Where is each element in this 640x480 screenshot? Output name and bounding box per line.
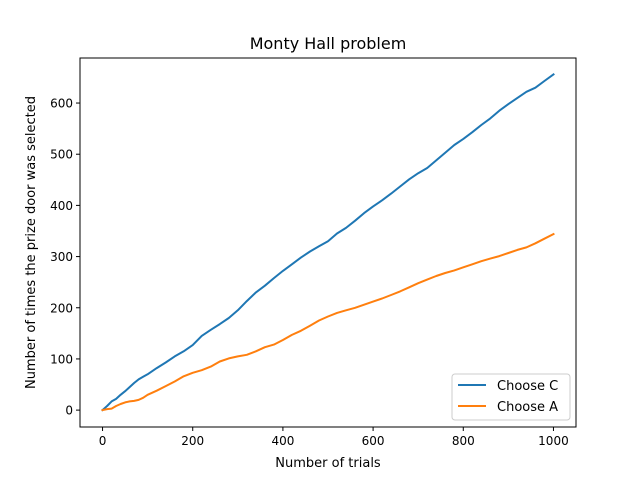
y-tick-label: 200: [50, 301, 73, 315]
x-axis-label: Number of trials: [275, 456, 381, 471]
legend-label-choose-a: Choose A: [497, 400, 558, 415]
y-tick-label: 600: [50, 97, 73, 111]
plot-frame: [79, 57, 577, 428]
legend-label-choose-c: Choose C: [497, 379, 558, 394]
y-axis-ticks: 0 100 200 300 400 500 600: [50, 97, 80, 418]
y-tick-label: 0: [65, 404, 73, 418]
series-line-choose-c: [101, 73, 555, 412]
y-tick-label: 100: [50, 352, 73, 366]
x-tick-label: 200: [181, 434, 204, 448]
series-line-choose-a: [101, 232, 555, 412]
y-axis-label: Number of times the prize door was selec…: [24, 96, 39, 389]
x-tick-label: 800: [452, 434, 475, 448]
legend: Choose C Choose A: [451, 373, 571, 421]
y-tick-label: 300: [50, 250, 73, 264]
x-tick-label: 1000: [538, 434, 569, 448]
x-tick-label: 0: [99, 434, 107, 448]
chart-title: Monty Hall problem: [250, 34, 407, 53]
y-tick-label: 500: [50, 148, 73, 162]
x-tick-label: 600: [362, 434, 385, 448]
y-tick-label: 400: [50, 199, 73, 213]
series-layer: [101, 73, 555, 412]
x-axis-ticks: 0 200 400 600 800 1000: [99, 427, 569, 448]
x-tick-label: 400: [271, 434, 294, 448]
